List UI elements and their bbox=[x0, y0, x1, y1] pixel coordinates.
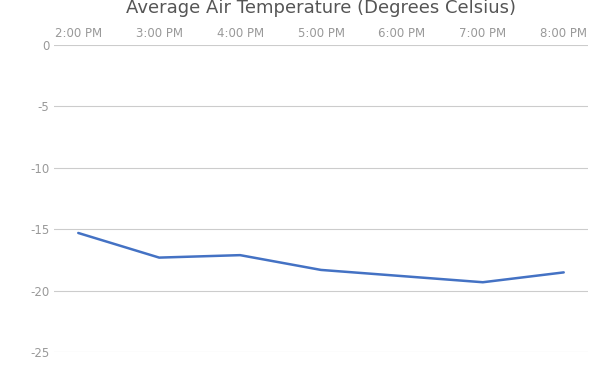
Title: Average Air Temperature (Degrees Celsius): Average Air Temperature (Degrees Celsius… bbox=[126, 0, 516, 17]
